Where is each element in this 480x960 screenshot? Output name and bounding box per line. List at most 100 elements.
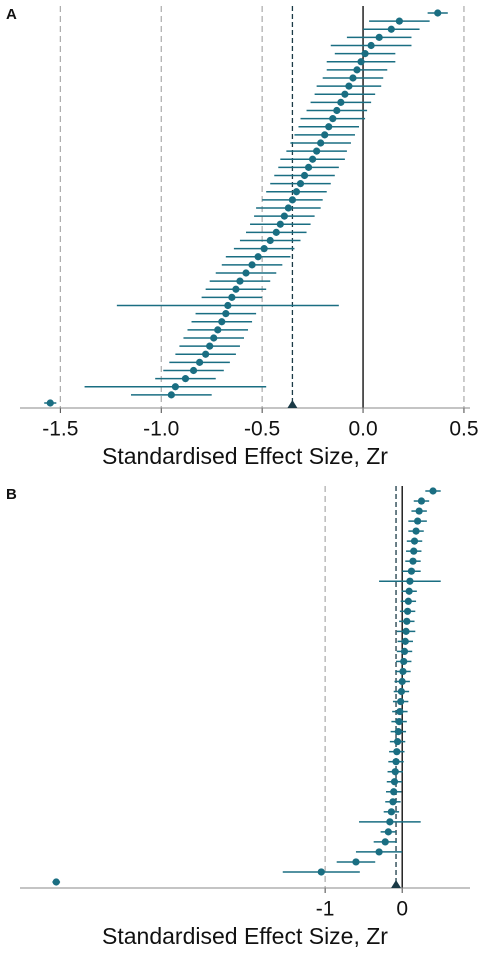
effect-point xyxy=(402,627,410,635)
effect-point xyxy=(341,90,349,98)
effect-point xyxy=(387,25,395,33)
effect-point xyxy=(417,497,426,505)
effect-point xyxy=(254,253,262,261)
effect-point xyxy=(337,98,345,106)
effect-point xyxy=(405,587,413,595)
mean-marker xyxy=(287,400,298,408)
effect-point xyxy=(304,163,313,171)
effect-point xyxy=(403,607,412,615)
effect-point xyxy=(399,667,407,676)
effect-point xyxy=(406,577,414,585)
effect-point xyxy=(248,261,256,269)
effect-point xyxy=(214,326,222,334)
effect-point xyxy=(345,82,353,90)
effect-point xyxy=(397,697,405,706)
effect-point xyxy=(400,657,408,666)
effect-point xyxy=(333,106,341,115)
x-tick-label: 0.5 xyxy=(449,418,478,441)
effect-point xyxy=(390,778,399,786)
effect-point xyxy=(403,617,411,625)
panel-label: A xyxy=(6,6,17,23)
effect-point xyxy=(398,677,406,686)
effect-point xyxy=(202,350,210,358)
effect-point xyxy=(242,269,250,277)
effect-point xyxy=(409,557,417,565)
effect-point xyxy=(393,748,401,756)
effect-point xyxy=(210,334,218,342)
effect-point xyxy=(276,220,284,228)
effect-point xyxy=(401,637,409,645)
effect-point xyxy=(280,212,288,220)
mean-marker xyxy=(391,880,402,888)
effect-point xyxy=(349,74,357,82)
effect-point xyxy=(353,66,361,74)
effect-point xyxy=(309,155,317,163)
effect-point xyxy=(387,808,396,816)
effect-point xyxy=(384,828,392,836)
effect-point xyxy=(375,33,383,41)
x-tick-label: 0 xyxy=(396,898,408,921)
effect-point xyxy=(321,131,329,139)
panel-label: B xyxy=(6,486,17,503)
effect-point xyxy=(222,310,230,318)
effect-point xyxy=(232,285,240,293)
effect-point xyxy=(381,838,389,846)
effect-point xyxy=(395,17,403,25)
effect-point xyxy=(412,527,420,535)
x-tick-label: -1.5 xyxy=(42,418,78,441)
effect-point xyxy=(288,196,297,204)
effect-point xyxy=(329,115,337,123)
effect-point xyxy=(171,383,179,391)
effect-point xyxy=(313,147,321,155)
effect-point xyxy=(236,277,244,285)
effect-point xyxy=(393,738,402,746)
effect-point xyxy=(415,507,423,515)
effect-point xyxy=(357,58,365,66)
effect-point xyxy=(46,399,54,407)
effect-point xyxy=(300,171,309,180)
effect-point xyxy=(189,366,198,375)
effect-point xyxy=(167,391,175,399)
effect-point xyxy=(284,204,292,212)
effect-point xyxy=(292,188,301,196)
x-axis-label: Standardised Effect Size, Zr xyxy=(102,443,388,469)
effect-point xyxy=(434,9,442,17)
x-tick-label: -0.5 xyxy=(244,418,280,441)
effect-point xyxy=(389,798,397,806)
effect-point xyxy=(386,818,394,826)
effect-point xyxy=(407,567,416,575)
effect-point xyxy=(52,878,60,886)
effect-point xyxy=(296,180,305,188)
effect-point xyxy=(272,228,280,236)
effect-point xyxy=(404,597,412,605)
effect-point xyxy=(218,318,226,326)
effect-point xyxy=(392,758,400,766)
effect-point xyxy=(352,858,360,866)
effect-point xyxy=(390,788,398,796)
effect-point xyxy=(266,236,274,245)
x-tick-label: -1 xyxy=(316,898,335,921)
effect-point xyxy=(317,868,325,876)
effect-point xyxy=(394,728,402,736)
effect-point xyxy=(195,358,204,366)
effect-point xyxy=(391,768,399,776)
effect-point xyxy=(181,375,190,383)
effect-point xyxy=(397,687,406,696)
effect-point xyxy=(395,717,403,726)
effect-point xyxy=(429,487,437,495)
effect-point xyxy=(375,848,383,856)
effect-point xyxy=(325,123,333,131)
effect-point xyxy=(367,41,375,50)
effect-point xyxy=(396,707,404,716)
effect-point xyxy=(414,517,422,525)
effect-point xyxy=(224,301,232,310)
effect-point xyxy=(228,293,236,301)
x-axis-label: Standardised Effect Size, Zr xyxy=(102,923,388,949)
effect-point xyxy=(260,245,268,253)
effect-point xyxy=(361,50,369,58)
effect-point xyxy=(410,537,419,545)
effect-point xyxy=(206,342,214,350)
effect-point xyxy=(410,547,418,555)
x-tick-label: 0.0 xyxy=(348,418,377,441)
